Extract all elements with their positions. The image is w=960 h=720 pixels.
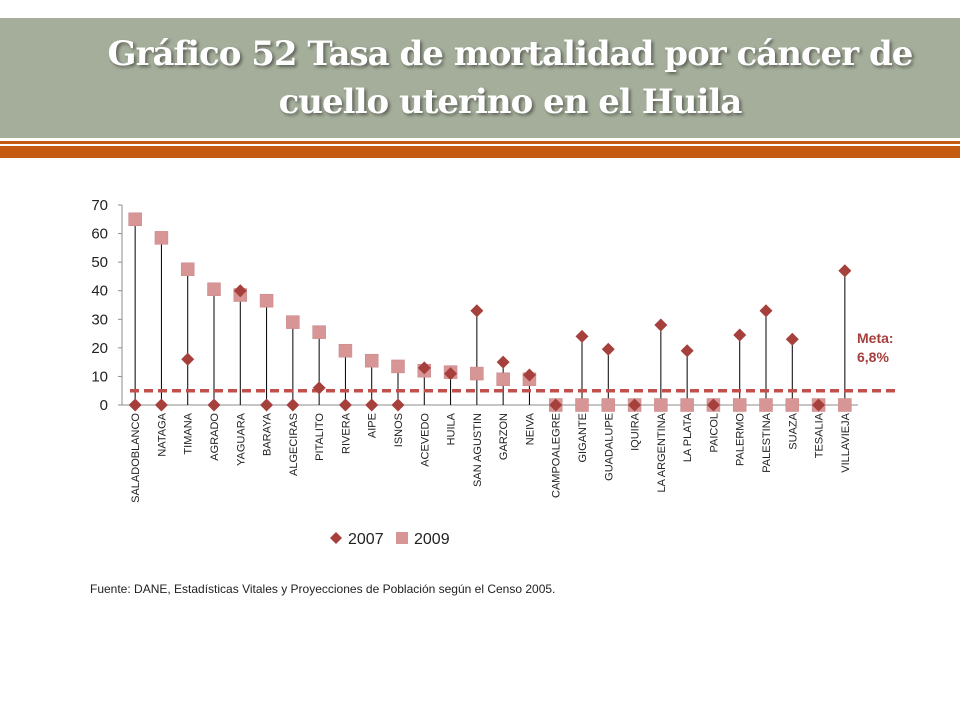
- x-tick-label: PITALITO: [314, 413, 326, 461]
- point-2009-algeciras: [286, 315, 300, 329]
- x-tick-label: CAMPOALEGRE: [551, 413, 563, 498]
- point-2009-isnos: [391, 359, 405, 374]
- point-2007-rivera: [338, 398, 352, 412]
- accent-stripe-thick: [0, 146, 960, 158]
- mortality-chart: 0 10 20 30 40 50 60 70 Meta: 6,8% SALADOBLANCO NA…: [91, 197, 895, 548]
- legend-label-2007: 2007: [348, 531, 384, 548]
- y-tick-label: 40: [91, 283, 108, 300]
- point-2009-palermo: [732, 398, 747, 412]
- x-tick-label: YAGUARA: [235, 412, 247, 466]
- x-tick-label: ACEVEDO: [419, 413, 431, 467]
- point-2007-paicol: [706, 398, 720, 412]
- source-note: Fuente: DANE, Estadísticas Vitales y Pro…: [90, 582, 556, 596]
- y-tick-label: 10: [91, 368, 108, 385]
- point-2007-villavieja: [838, 264, 852, 278]
- x-tick-label: BARAYA: [262, 412, 274, 456]
- point-2007-garzon: [496, 355, 510, 369]
- point-2009-nataga: [154, 231, 169, 245]
- y-tick-label: 70: [91, 197, 108, 214]
- x-tick-label: ISNOS: [393, 413, 405, 447]
- x-tick-label: TESALIA: [814, 412, 826, 458]
- x-tick-label: RIVERA: [340, 412, 352, 454]
- x-tick-label: TIMANA: [183, 412, 195, 454]
- point-2007-suaza: [785, 332, 799, 346]
- x-tick-label: GARZON: [498, 413, 510, 460]
- point-2007-acevedo: [417, 361, 431, 375]
- point-2009-gigante: [575, 398, 589, 412]
- point-2007-timana: [181, 352, 195, 366]
- x-tick-label: AIPE: [367, 413, 379, 438]
- point-2007-baraya: [260, 398, 274, 412]
- x-tick-label: GIGANTE: [577, 413, 589, 463]
- point-2009-pitalito: [312, 325, 326, 339]
- point-2009-agrado: [207, 282, 221, 297]
- point-2007-aipe: [365, 398, 379, 412]
- x-tick-label: LA ARGENTINA: [656, 412, 668, 492]
- x-tick-label: SAN AGUSTIN: [472, 413, 484, 487]
- x-tick-label: PAICOL: [708, 413, 720, 453]
- point-2009-la-plata: [680, 398, 694, 412]
- y-tick-label: 0: [100, 397, 108, 414]
- x-tick-label: ALGECIRAS: [288, 413, 300, 476]
- point-2007-san-agustin: [470, 304, 484, 318]
- y-tick-label: 20: [91, 340, 108, 357]
- legend-marker-2007: [330, 532, 342, 544]
- point-2009-suaza: [785, 398, 800, 412]
- point-2009-saladoblanco: [128, 212, 142, 227]
- point-2007-la-argentina: [654, 318, 668, 332]
- point-2007-guadalupe: [601, 342, 615, 356]
- meta-value: 6,8%: [857, 349, 889, 365]
- x-tick-label: IQUIRA: [630, 412, 642, 451]
- point-2009-garzon: [496, 372, 510, 387]
- point-2009-villavieja: [838, 398, 852, 412]
- x-tick-label: AGRADO: [209, 413, 221, 461]
- point-2007-neiva: [522, 368, 536, 382]
- point-2007-agrado: [207, 398, 221, 412]
- point-2009-la-argentina: [654, 398, 668, 412]
- accent-stripe-thin: [0, 141, 960, 144]
- point-2007-la-plata: [680, 344, 694, 358]
- y-tick-label: 30: [91, 311, 108, 328]
- x-tick-label: NATAGA: [156, 412, 168, 456]
- x-tick-label: PALESTINA: [761, 412, 773, 472]
- point-2007-nataga: [154, 398, 168, 412]
- point-2009-rivera: [338, 343, 353, 358]
- legend-label-2009: 2009: [414, 531, 450, 548]
- x-tick-label: HUILA: [446, 412, 458, 445]
- point-2009-guadalupe: [601, 398, 616, 412]
- meta-label: Meta:: [857, 330, 894, 346]
- point-2009-baraya: [259, 293, 274, 308]
- point-2007-yaguara: [233, 284, 247, 298]
- slide-title: Gráfico 52 Tasa de mortalidad por cáncer…: [107, 34, 914, 122]
- x-tick-label: NEIVA: [524, 412, 536, 445]
- point-2007-huila: [444, 367, 458, 381]
- point-2007-palestina: [759, 304, 773, 318]
- point-2007-isnos: [391, 398, 405, 412]
- title-band: Gráfico 52 Tasa de mortalidad por cáncer…: [0, 18, 960, 138]
- x-tick-label: SALADOBLANCO: [130, 413, 142, 503]
- point-2007-saladoblanco: [128, 398, 142, 412]
- point-2009-san-agustin: [470, 366, 484, 381]
- point-2007-algeciras: [286, 398, 300, 412]
- legend-marker-2009: [396, 532, 408, 544]
- y-tick-label: 60: [91, 226, 108, 243]
- point-2007-iquira: [628, 398, 642, 412]
- x-tick-label: GUADALUPE: [603, 413, 615, 481]
- x-tick-label: VILLAVIEJA: [840, 412, 852, 472]
- point-2009-palestina: [759, 398, 773, 412]
- y-tick-label: 50: [91, 254, 108, 271]
- point-2007-campoalegre: [549, 398, 563, 412]
- x-tick-label: SUAZA: [787, 412, 799, 449]
- point-2007-tesalia: [812, 398, 826, 412]
- x-tick-label: PALERMO: [735, 413, 747, 466]
- point-2009-timana: [180, 262, 195, 277]
- point-2009-aipe: [364, 353, 379, 368]
- point-2007-pitalito: [312, 381, 326, 395]
- x-tick-label: LA PLATA: [682, 412, 694, 462]
- point-2007-palermo: [733, 328, 747, 342]
- point-2007-gigante: [575, 329, 589, 343]
